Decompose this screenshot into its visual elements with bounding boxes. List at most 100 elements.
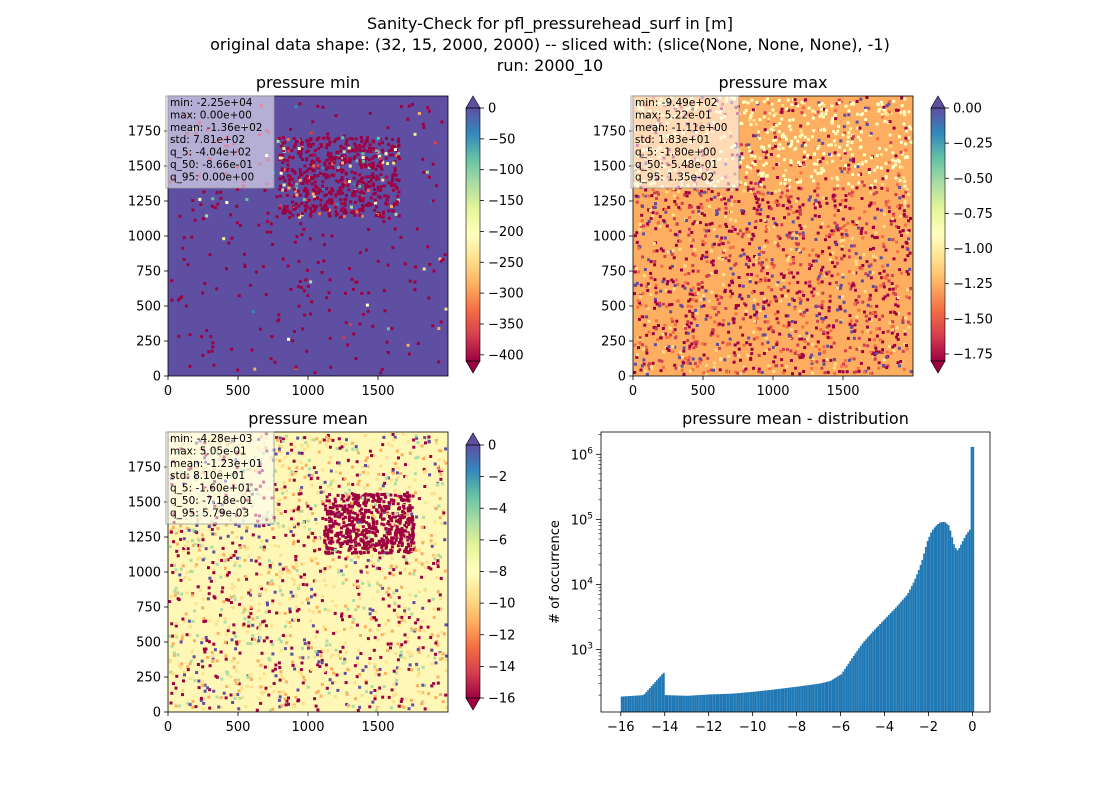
colorbar-tick-label: −250 <box>488 256 524 271</box>
histogram-bar <box>826 681 829 712</box>
histogram-bar <box>859 645 862 712</box>
histogram-bar <box>784 688 787 712</box>
colorbar-gradient <box>466 445 480 698</box>
x-tick-label: 500 <box>691 384 716 399</box>
y-tick-label: 0 <box>618 370 626 385</box>
histogram-bar <box>678 695 681 712</box>
histogram-bar <box>620 696 623 712</box>
histogram-bar <box>944 522 947 712</box>
histogram-title: pressure mean - distribution <box>682 409 909 428</box>
histogram-bar <box>756 691 758 712</box>
histogram-bar <box>933 527 936 712</box>
histogram-bar <box>761 690 764 712</box>
hist-y-tick-label: 106 <box>571 446 594 463</box>
histogram-bar <box>886 616 889 712</box>
histogram-bar <box>909 589 911 712</box>
histogram-bar <box>840 674 843 712</box>
histogram-bar <box>689 695 692 712</box>
histogram-bar <box>777 689 780 712</box>
histogram-bar <box>631 695 634 712</box>
histogram-bar <box>715 694 718 712</box>
histogram-bar <box>757 691 760 712</box>
histogram-bar <box>771 689 774 712</box>
stats-line: max: 5.05e-01 <box>170 445 247 457</box>
colorbar-extend-min <box>930 360 946 374</box>
histogram-bar <box>692 695 695 712</box>
histogram-bar <box>863 641 866 712</box>
hist-x-tick-label: −16 <box>607 720 634 735</box>
colorbar-tick-label: −150 <box>488 194 524 209</box>
histogram-bar <box>729 693 732 712</box>
histogram-bar <box>891 611 894 712</box>
y-tick-label: 0 <box>153 370 161 385</box>
panel-title: pressure max <box>718 73 827 92</box>
stats-line: std: 7.81e+02 <box>170 134 245 146</box>
histogram-bar <box>698 695 700 712</box>
y-tick-label: 1750 <box>128 461 161 476</box>
histogram-bar <box>865 639 867 712</box>
histogram-bar <box>817 683 820 712</box>
y-tick-label: 1500 <box>593 160 626 175</box>
histogram-bar <box>664 695 667 712</box>
histogram-bar <box>645 692 648 712</box>
histogram-bar <box>879 624 881 712</box>
x-tick-label: 1000 <box>291 720 324 735</box>
x-tick-label: 1500 <box>361 720 394 735</box>
hist-y-tick-label: 103 <box>571 642 593 659</box>
histogram-bar <box>659 676 662 712</box>
histogram-bar <box>958 548 961 712</box>
map-panel-min: 0 500 1000 1500 0 250 500 750 1000 1250 1500 1750 pr… <box>128 73 524 399</box>
histogram-bar <box>752 691 755 712</box>
histogram-bar <box>896 605 899 712</box>
histogram-bar <box>740 692 743 712</box>
stats-box-frame <box>165 95 275 189</box>
histogram-bar <box>626 696 628 712</box>
histogram-bar <box>685 695 688 712</box>
x-tick-label: 0 <box>164 384 172 399</box>
histogram-bar <box>931 529 934 712</box>
colorbar-tick-label: −0.25 <box>953 137 993 152</box>
histogram-bar <box>773 689 776 712</box>
histogram-bar <box>770 689 772 712</box>
histogram-bar <box>726 693 729 712</box>
histogram-bar <box>833 678 836 712</box>
histogram-bar <box>793 687 795 712</box>
histogram-bar <box>736 693 739 712</box>
histogram-bar <box>801 685 804 712</box>
hist-x-tick-label: −6 <box>831 720 850 735</box>
hist-x-tick-label: 0 <box>968 720 976 735</box>
histogram-bar <box>624 696 627 712</box>
histogram-bar <box>724 693 727 712</box>
histogram-bar <box>861 643 864 712</box>
histogram-bar <box>965 534 968 712</box>
histogram-bar <box>852 655 855 712</box>
histogram-bar <box>666 695 669 712</box>
histogram-bar <box>889 613 892 712</box>
histogram-bar <box>830 680 832 712</box>
colorbar-gradient <box>931 108 945 361</box>
colorbar-tick-label: −50 <box>488 132 515 147</box>
histogram-bar <box>680 695 683 712</box>
histogram-bar <box>661 674 663 712</box>
histogram-bar <box>764 690 767 712</box>
histogram-bar <box>779 688 781 712</box>
histogram-bar <box>641 695 644 712</box>
colorbar-tick-label: 0 <box>488 439 496 454</box>
stats-line: q_5: -4.04e+02 <box>170 147 251 159</box>
y-tick-label: 500 <box>601 300 626 315</box>
histogram-bar <box>780 688 783 712</box>
panel-title: pressure mean <box>248 409 368 428</box>
map-panel-mean: 0 500 1000 1500 0 250 500 750 1000 1250 1500 1750 pr… <box>128 409 516 735</box>
histogram-bar <box>763 690 765 712</box>
colorbar-gradient <box>466 108 480 361</box>
histogram-bar <box>882 620 885 712</box>
histogram-bar <box>675 695 678 712</box>
figure-title-line-1: Sanity-Check for pfl_pressurehead_surf i… <box>367 14 733 33</box>
stats-line: mean: -1.36e+02 <box>170 122 262 134</box>
histogram-bar <box>884 618 887 712</box>
hist-x-tick-label: −2 <box>919 720 938 735</box>
histogram-bar <box>888 614 890 712</box>
hist-y-tick-label: 105 <box>571 511 593 528</box>
histogram-bar <box>923 553 925 712</box>
